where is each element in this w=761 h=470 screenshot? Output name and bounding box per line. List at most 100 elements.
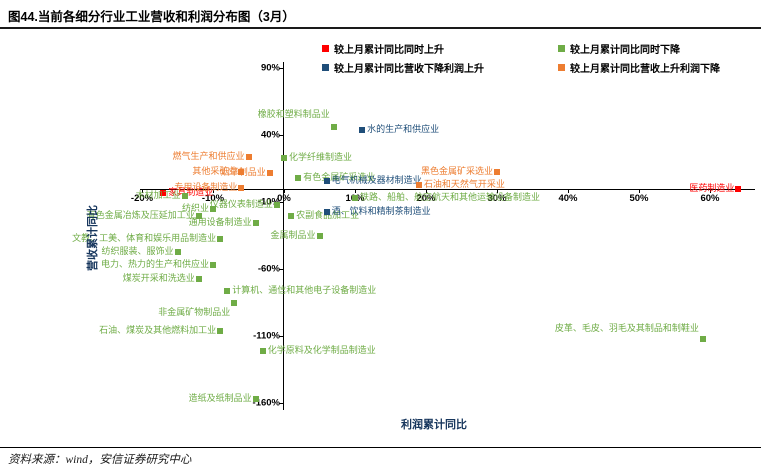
scatter-point (323, 208, 330, 215)
x-axis-line (140, 189, 755, 190)
x-tick-label: 0% (277, 193, 291, 204)
scatter-point (252, 219, 259, 226)
scatter-point-label: 皮革、毛皮、羽毛及其制品和制鞋业 (554, 323, 699, 334)
scatter-point-label: 化学原料及化学制品制造业 (267, 345, 376, 356)
scatter-point (195, 212, 202, 219)
scatter-point (266, 169, 273, 176)
scatter-point-label: 有色金属冶炼及压延加工业 (86, 209, 195, 220)
x-tick-mark (426, 189, 427, 193)
scatter-point-label: 其他采矿业 (192, 165, 238, 176)
scatter-point-label: 水的生产和供应业 (367, 124, 440, 135)
scatter-point-label: 黑色金属矿采选业 (420, 165, 493, 176)
legend-swatch-icon (322, 64, 329, 71)
y-tick-mark (279, 67, 283, 69)
legend-swatch-icon (558, 64, 565, 71)
scatter-point (224, 287, 231, 294)
scatter-point-label: 电力、热力的生产和供应业 (100, 259, 209, 270)
legend-item: 较上月累计同比同时下降 (558, 41, 720, 56)
x-axis-title: 利润累计同比 (401, 419, 467, 431)
chart-legend: 较上月累计同比同时上升 较上月累计同比同时下降较上月累计同比营收下降利润上升 较上月… (322, 41, 720, 75)
x-tick-mark (284, 189, 285, 193)
y-tick-mark (279, 335, 283, 337)
scatter-point (323, 177, 330, 184)
scatter-point-label: 医药制造业 (689, 183, 735, 193)
scatter-point-label: 煤炭开采和洗选业 (122, 272, 195, 283)
legend-item: 较上月累计同比营收下降利润上升 (322, 60, 554, 75)
source-note: 资料来源：wind，安信证券研究中心 (8, 454, 192, 466)
scatter-point (245, 153, 252, 160)
scatter-point (174, 248, 181, 255)
x-tick-mark (639, 189, 640, 193)
scatter-point (494, 168, 500, 175)
legend-swatch-icon (558, 45, 565, 52)
figure-title: 图44.当前各细分行业工业营收和利润分布图（3月） (8, 10, 295, 24)
y-tick-label: -10% (257, 196, 280, 208)
x-tick-label: 30% (487, 193, 507, 204)
x-tick-label: 50% (629, 193, 649, 204)
scatter-point-label: 石油和天然气开采业 (423, 178, 505, 189)
scatter-point (181, 192, 188, 199)
legend-label: 较上月累计同比营收下降利润上升 (334, 64, 484, 75)
legend-swatch-icon (322, 45, 329, 52)
scatter-point-label: 酒、饮料和精制茶制造业 (331, 205, 431, 216)
legend-label: 较上月累计同比同时下降 (570, 45, 680, 56)
scatter-point-label: 有色金属矿采选业 (303, 172, 376, 183)
y-tick-mark (279, 402, 283, 404)
scatter-point-label: 通用设备制造业 (188, 216, 252, 227)
y-tick-mark (279, 134, 283, 136)
scatter-point (195, 275, 202, 282)
scatter-point-label: 农副食品加工业 (296, 209, 360, 220)
y-tick-label: -60% (257, 263, 280, 275)
scatter-point-label: 石油、煤炭及其他燃料加工业 (99, 325, 217, 336)
y-tick-label: -110% (253, 330, 280, 342)
scatter-point (330, 124, 337, 131)
scatter-point (273, 202, 280, 209)
x-tick-mark (710, 189, 711, 193)
scatter-point-label: 烟草制品业 (220, 166, 266, 177)
scatter-point-label: 非金属矿物制品业 (158, 306, 231, 317)
scatter-point-label: 计算机、通信和其他电子设备制造业 (232, 284, 377, 295)
y-axis-title: 营收累计同比 (87, 205, 99, 271)
x-tick-label: 20% (416, 193, 436, 204)
y-tick-mark (279, 201, 283, 203)
scatter-point (295, 175, 302, 182)
legend-label: 较上月累计同比营收上升利润下降 (570, 64, 720, 75)
scatter-point (415, 181, 422, 188)
y-tick-label: 90% (260, 62, 280, 74)
x-tick-label: 40% (558, 193, 578, 204)
scatter-point (231, 299, 238, 306)
scatter-point-label: 家具制造业 (168, 187, 214, 198)
legend-label: 较上月累计同比同时上升 (334, 45, 444, 56)
scatter-point (352, 195, 358, 202)
y-tick-label: -160% (252, 397, 280, 409)
scatter-point (259, 348, 266, 355)
scatter-point (281, 155, 287, 162)
scatter-point (160, 190, 167, 197)
scatter-point-label: 专用设备制造业 (174, 181, 238, 192)
scatter-point (238, 184, 245, 191)
scatter-point (316, 232, 323, 239)
scatter-point (210, 262, 216, 269)
scatter-point-label: 文教、工美、体育和娱乐用品制造业 (72, 232, 217, 243)
scatter-point-label: 纺织业 (181, 203, 209, 214)
x-tick-label: -20% (130, 193, 154, 204)
scatter-point (699, 336, 706, 343)
scatter-point (359, 127, 366, 134)
x-tick-mark (213, 189, 214, 193)
footer-divider (0, 447, 761, 448)
legend-item: 较上月累计同比营收上升利润下降 (558, 60, 720, 75)
scatter-point-label: 铁路、船舶、航空航天和其他运输设备制造业 (360, 192, 541, 203)
scatter-point (238, 168, 245, 175)
scatter-point-label: 木材加工业 (135, 189, 181, 200)
scatter-point (210, 206, 216, 213)
y-axis-line (283, 62, 284, 410)
x-tick-mark (355, 189, 356, 193)
scatter-point (217, 328, 224, 335)
scatter-point (252, 396, 259, 403)
scatter-point-label: 仪器仪表制造业 (209, 199, 273, 210)
scatter-point (735, 186, 742, 192)
scatter-point-label: 化学纤维制造业 (289, 152, 353, 163)
y-tick-label: 40% (260, 129, 280, 141)
legend-item: 较上月累计同比同时上升 (322, 41, 554, 56)
